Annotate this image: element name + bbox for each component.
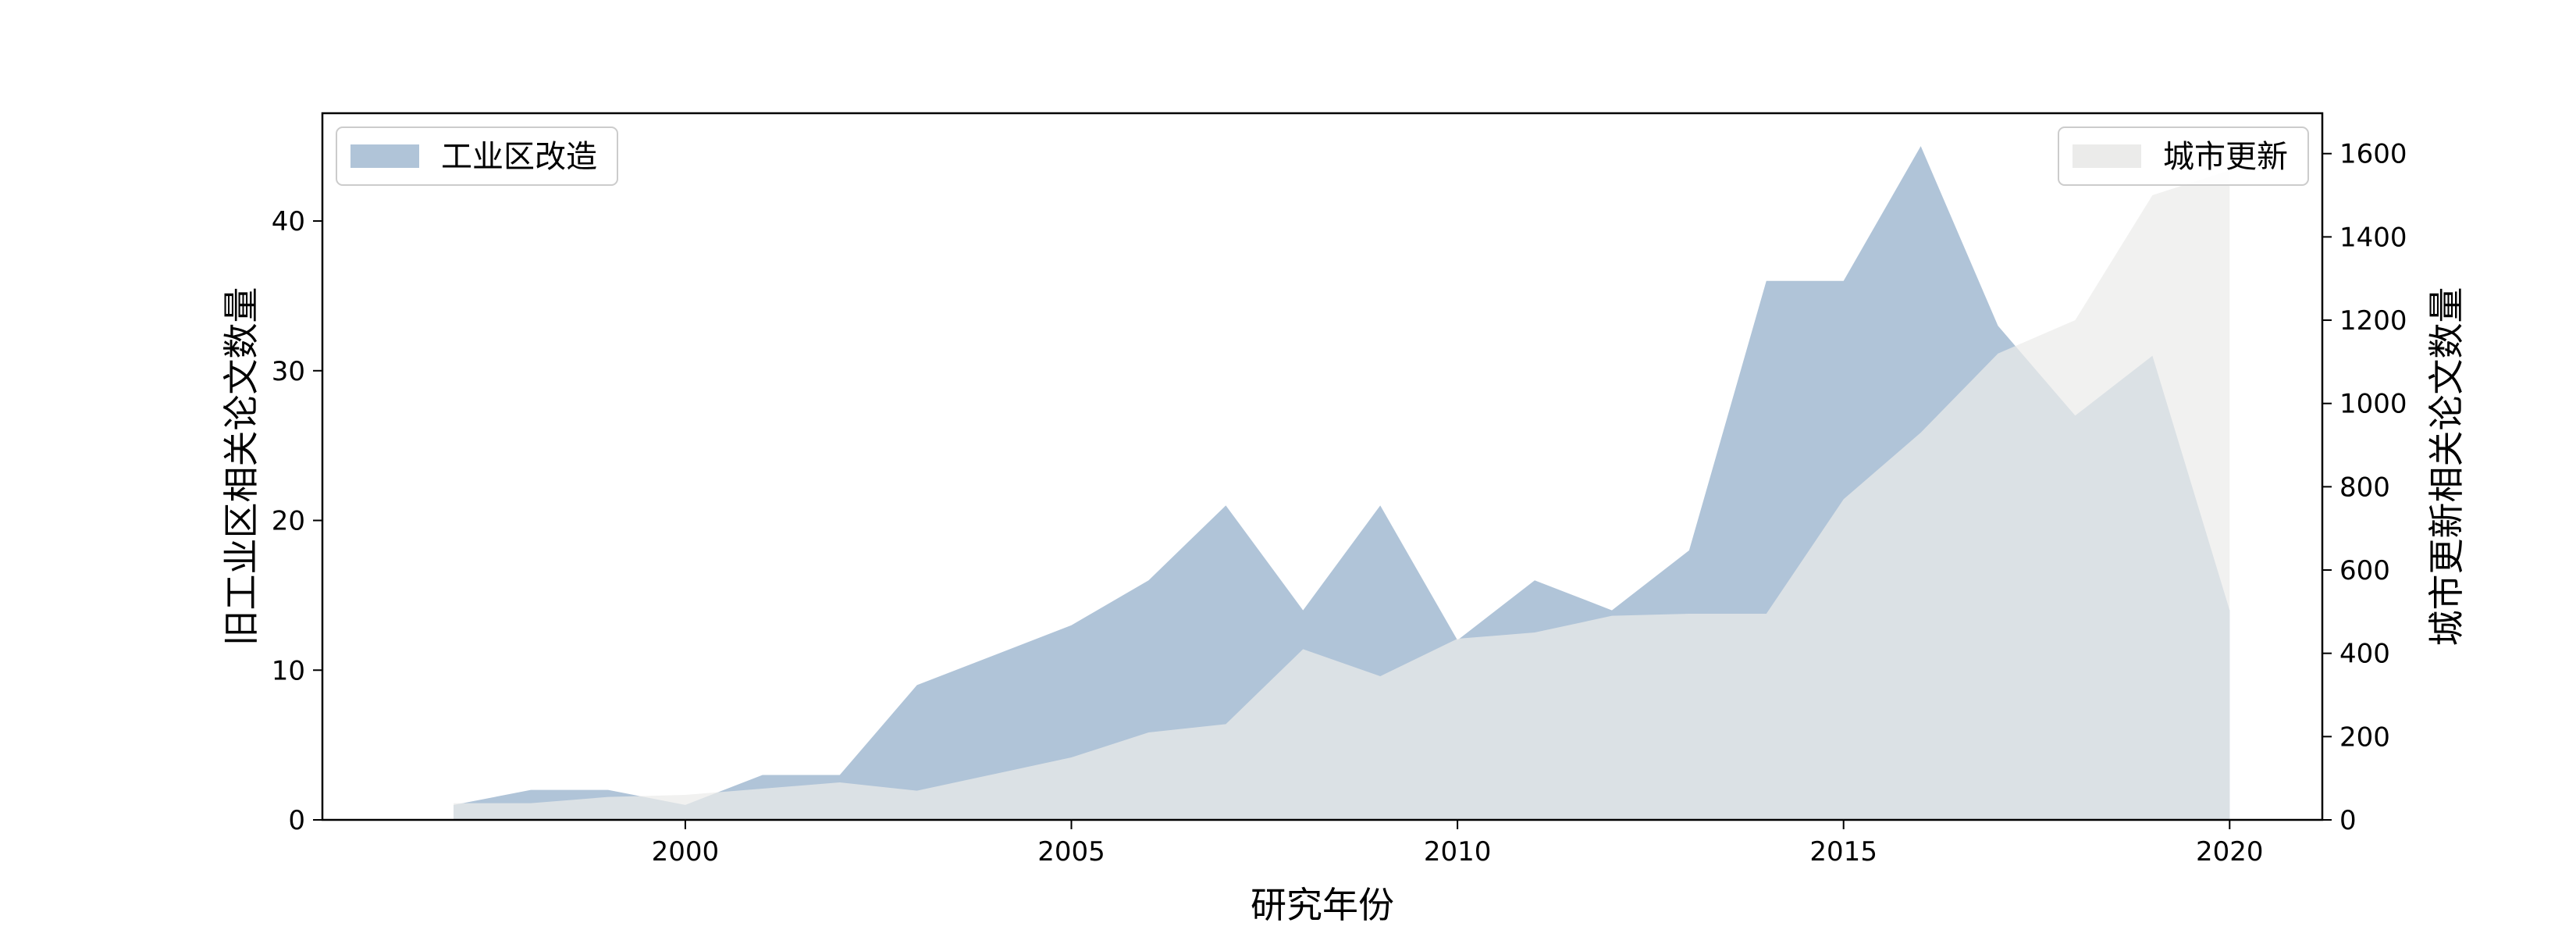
- x-tick-label: 2010: [1424, 836, 1492, 868]
- legend-label: 城市更新: [2163, 139, 2288, 175]
- right-y-tick-label: 800: [2339, 472, 2390, 503]
- legend-swatch: [2073, 144, 2141, 168]
- right-y-tick-label: 1000: [2339, 389, 2407, 420]
- left-y-tick-label: 20: [272, 506, 305, 537]
- legend-right: 城市更新: [2058, 126, 2309, 186]
- legend-swatch: [350, 144, 419, 168]
- legend-layer: 工业区改造 城市更新: [336, 126, 2309, 186]
- area-layer: [454, 146, 2230, 821]
- legend-box: [2058, 126, 2309, 186]
- x-axis-title: 研究年份: [1251, 884, 1394, 926]
- left-y-tick-label: 30: [272, 356, 305, 387]
- legend-label: 工业区改造: [441, 139, 597, 175]
- x-tick-label: 2020: [2196, 836, 2264, 868]
- left-y-tick-label: 0: [288, 805, 305, 836]
- right-y-tick-label: 600: [2339, 555, 2390, 586]
- x-tick-label: 2000: [652, 836, 720, 868]
- x-tick-label: 2015: [1809, 836, 1877, 868]
- legend-box: [336, 126, 618, 186]
- right-y-tick-label: 1600: [2339, 139, 2407, 170]
- right-y-tick-label: 200: [2339, 721, 2390, 753]
- plot-frame: [321, 112, 2324, 821]
- right-y-tick-label: 1200: [2339, 305, 2407, 337]
- left-y-tick-label: 10: [272, 655, 305, 686]
- axes-layer: 2000 2005 2010 2015 202001020304002004006008…: [272, 112, 2407, 868]
- area-urban-renewal: [454, 170, 2230, 820]
- left-y-axis-title: 旧工业区相关论文数量: [220, 287, 262, 647]
- left-y-tick-label: 40: [272, 206, 305, 237]
- legend-left: 工业区改造: [336, 126, 618, 186]
- right-y-tick-label: 1400: [2339, 222, 2407, 253]
- right-y-tick-label: 400: [2339, 639, 2390, 670]
- right-y-tick-label: 0: [2339, 805, 2357, 836]
- right-y-axis-title: 城市更新相关论文数量: [2425, 287, 2467, 647]
- x-tick-label: 2005: [1037, 836, 1105, 868]
